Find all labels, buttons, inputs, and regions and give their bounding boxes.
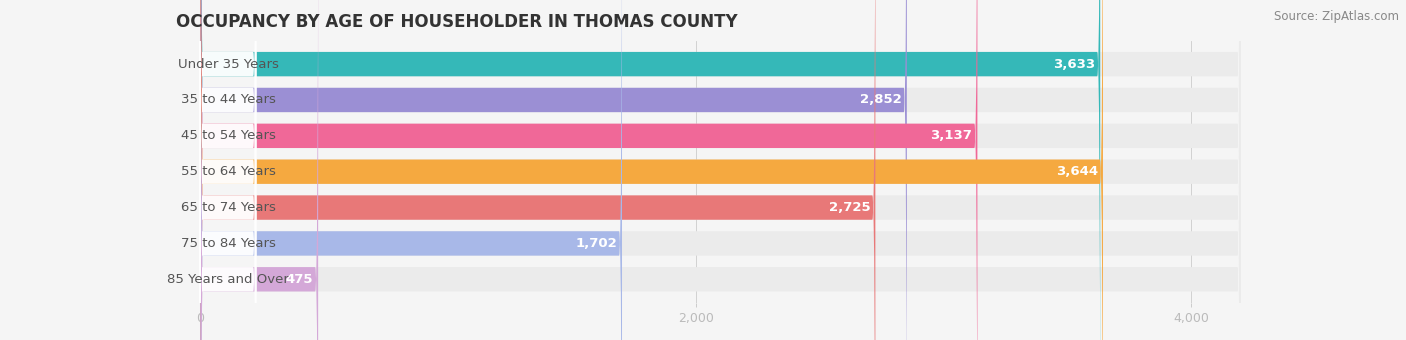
Text: 45 to 54 Years: 45 to 54 Years <box>181 129 276 142</box>
FancyBboxPatch shape <box>201 0 1102 340</box>
FancyBboxPatch shape <box>200 0 256 340</box>
FancyBboxPatch shape <box>201 0 1240 340</box>
FancyBboxPatch shape <box>201 0 1101 340</box>
FancyBboxPatch shape <box>201 0 1240 340</box>
FancyBboxPatch shape <box>201 0 318 340</box>
Text: Under 35 Years: Under 35 Years <box>177 57 278 71</box>
Text: 2,852: 2,852 <box>860 94 901 106</box>
FancyBboxPatch shape <box>200 0 256 340</box>
Text: 85 Years and Over: 85 Years and Over <box>167 273 290 286</box>
FancyBboxPatch shape <box>200 0 256 340</box>
Text: 55 to 64 Years: 55 to 64 Years <box>181 165 276 178</box>
Text: 475: 475 <box>285 273 314 286</box>
FancyBboxPatch shape <box>201 0 876 340</box>
FancyBboxPatch shape <box>201 0 907 340</box>
FancyBboxPatch shape <box>201 0 1240 340</box>
FancyBboxPatch shape <box>201 0 621 340</box>
Text: 65 to 74 Years: 65 to 74 Years <box>181 201 276 214</box>
FancyBboxPatch shape <box>200 0 256 340</box>
Text: 35 to 44 Years: 35 to 44 Years <box>181 94 276 106</box>
FancyBboxPatch shape <box>201 0 1240 340</box>
FancyBboxPatch shape <box>200 0 256 340</box>
FancyBboxPatch shape <box>201 0 1240 340</box>
FancyBboxPatch shape <box>200 0 256 340</box>
Text: 2,725: 2,725 <box>828 201 870 214</box>
Text: Source: ZipAtlas.com: Source: ZipAtlas.com <box>1274 10 1399 23</box>
FancyBboxPatch shape <box>200 0 256 340</box>
FancyBboxPatch shape <box>201 0 977 340</box>
Text: 3,137: 3,137 <box>931 129 973 142</box>
FancyBboxPatch shape <box>201 0 1240 340</box>
Text: 3,644: 3,644 <box>1056 165 1098 178</box>
FancyBboxPatch shape <box>201 0 1240 340</box>
Text: 1,702: 1,702 <box>575 237 617 250</box>
Text: OCCUPANCY BY AGE OF HOUSEHOLDER IN THOMAS COUNTY: OCCUPANCY BY AGE OF HOUSEHOLDER IN THOMA… <box>176 13 737 31</box>
Text: 75 to 84 Years: 75 to 84 Years <box>181 237 276 250</box>
Text: 3,633: 3,633 <box>1053 57 1095 71</box>
